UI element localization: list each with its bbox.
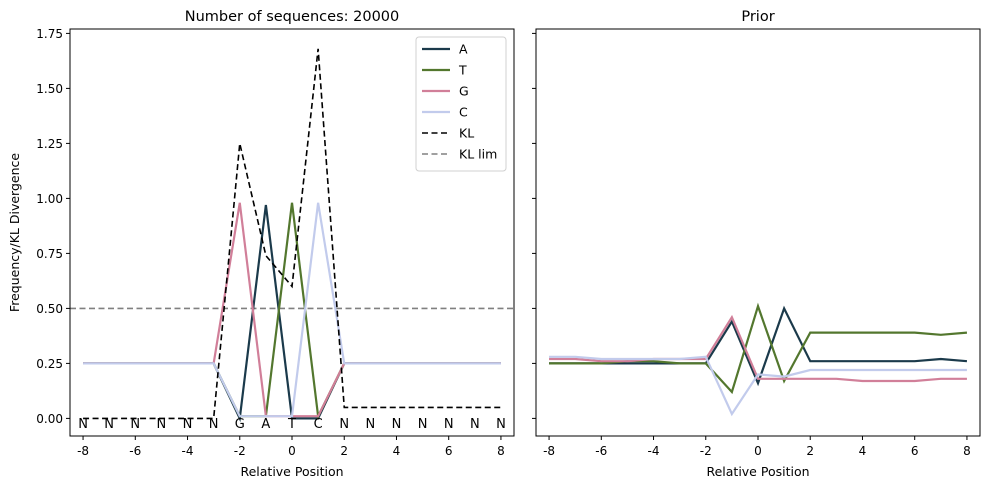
left-sequence-letter: N xyxy=(157,417,167,432)
right-chart-panel: -8 -6 -4 -2 0 2 4 6 8 Prior Relative Position xyxy=(532,9,981,479)
left-chart-panel: -8 -6 -4 -2 0 2 4 6 8 0.00 0.25 0.50 0.75 1.00 1.25 1.… xyxy=(7,9,515,479)
right-x-axis: -8 -6 -4 -2 0 2 4 6 8 xyxy=(543,436,971,458)
left-sequence-letter: N xyxy=(470,417,480,432)
left-sequence-letter: N xyxy=(418,417,428,432)
right-x-tick-label: 8 xyxy=(963,444,971,458)
left-sequence-letter: G xyxy=(235,417,245,432)
left-x-tick-label: 8 xyxy=(497,444,505,458)
right-x-tick-label: 0 xyxy=(754,444,762,458)
left-y-tick-label: 0.50 xyxy=(36,302,63,316)
right-y-axis xyxy=(532,32,536,419)
left-y-axis-label: Frequency/KL Divergence xyxy=(7,153,22,312)
left-series-c xyxy=(83,202,501,418)
left-sequence-letter: T xyxy=(287,417,296,432)
right-chart-title: Prior xyxy=(741,9,774,25)
left-sequence-letter: N xyxy=(78,417,88,432)
left-x-tick-label: -2 xyxy=(234,444,246,458)
left-y-tick-label: 0.25 xyxy=(36,357,63,371)
left-sequence-letter: N xyxy=(339,417,349,432)
left-x-tick-label: 6 xyxy=(445,444,453,458)
legend-label-a: A xyxy=(459,42,468,57)
legend-label-g: G xyxy=(459,84,469,99)
left-x-tick-label: -6 xyxy=(129,444,141,458)
legend-label-c: C xyxy=(459,105,468,120)
right-series-a xyxy=(549,305,968,387)
left-x-tick-label: -8 xyxy=(77,444,89,458)
left-x-tick-label: 2 xyxy=(340,444,348,458)
left-y-tick-label: 1.75 xyxy=(36,27,63,41)
right-x-tick-label: -8 xyxy=(543,444,555,458)
left-chart-title: Number of sequences: 20000 xyxy=(185,9,400,25)
right-x-tick-label: -6 xyxy=(595,444,607,458)
right-x-tick-label: 4 xyxy=(859,444,867,458)
left-y-tick-label: 1.50 xyxy=(36,82,63,96)
left-y-tick-label: 1.25 xyxy=(36,137,63,151)
right-series-c xyxy=(549,355,967,417)
left-x-tick-label: 0 xyxy=(288,444,296,458)
legend-label-kl: KL xyxy=(459,126,474,141)
left-y-tick-label: 1.00 xyxy=(36,192,63,206)
left-sequence-letter: N xyxy=(496,417,506,432)
right-x-axis-label: Relative Position xyxy=(706,464,809,479)
left-sequence-letter: N xyxy=(444,417,454,432)
left-sequence-letter: N xyxy=(183,417,193,432)
left-sequence-letter: A xyxy=(261,417,270,432)
left-x-axis-label: Relative Position xyxy=(240,464,343,479)
right-x-tick-label: -2 xyxy=(700,444,712,458)
left-sequence-letter: N xyxy=(392,417,402,432)
right-series-g xyxy=(549,314,967,383)
left-series-layer xyxy=(70,48,514,423)
left-x-tick-label: -4 xyxy=(182,444,194,458)
left-sequence-letter: C xyxy=(314,417,323,432)
left-sequence-letter: N xyxy=(104,417,114,432)
left-sequence-letter: N xyxy=(365,417,375,432)
right-x-tick-label: 6 xyxy=(911,444,919,458)
left-x-axis: -8 -6 -4 -2 0 2 4 6 8 xyxy=(77,436,505,458)
right-x-tick-label: 2 xyxy=(806,444,814,458)
left-y-tick-label: 0.00 xyxy=(36,412,63,426)
legend-label-t: T xyxy=(458,63,467,78)
left-sequence-letter: N xyxy=(130,417,140,432)
right-x-tick-label: -4 xyxy=(648,444,660,458)
left-series-kl xyxy=(83,48,501,420)
left-y-tick-label: 0.75 xyxy=(36,247,63,261)
legend-label-kl-lim: KL lim xyxy=(459,147,497,162)
right-series-layer xyxy=(549,302,968,417)
left-x-tick-label: 4 xyxy=(393,444,401,458)
left-sequence-letter: N xyxy=(209,417,219,432)
left-y-axis: 0.00 0.25 0.50 0.75 1.00 1.25 1.50 1.75 xyxy=(36,27,70,426)
